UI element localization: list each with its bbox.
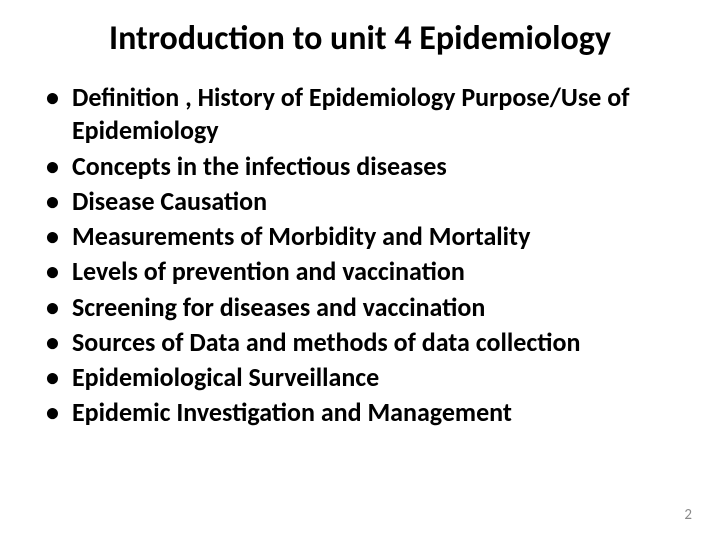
list-item: Concepts in the infectious diseases [72,150,680,183]
list-item: Disease Causation [72,185,680,218]
list-item: Levels of prevention and vaccination [72,255,680,288]
list-item: Screening for diseases and vaccination [72,291,680,324]
bullet-list: Definition , History of Epidemiology Pur… [40,81,680,430]
page-number: 2 [684,506,692,524]
list-item: Sources of Data and methods of data coll… [72,326,680,359]
list-item: Definition , History of Epidemiology Pur… [72,81,680,148]
list-item: Epidemic Investigation and Management [72,396,680,429]
list-item: Epidemiological Surveillance [72,361,680,394]
list-item: Measurements of Morbidity and Mortality [72,220,680,253]
slide-title: Introduction to unit 4 Epidemiology [40,18,680,59]
slide: Introduction to unit 4 Epidemiology Defi… [0,0,720,540]
